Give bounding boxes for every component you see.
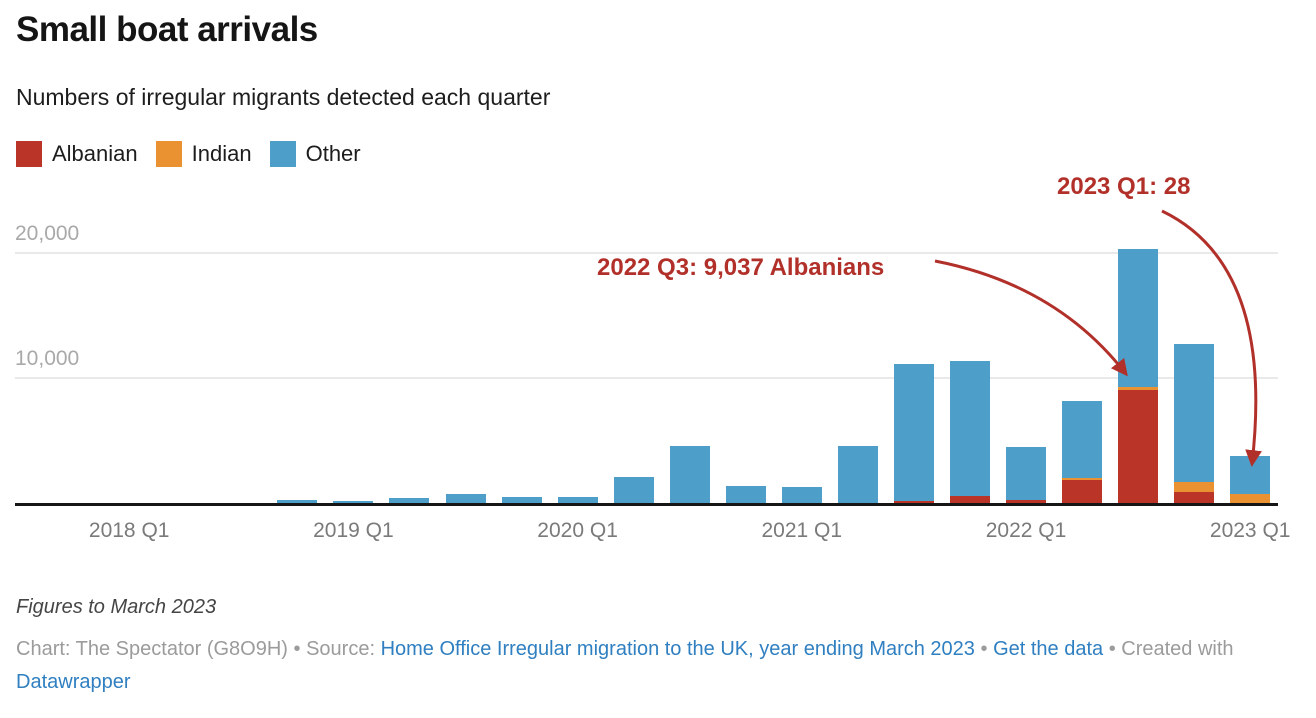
bar-2020-q1-other[interactable] (557, 496, 598, 503)
bar-2021-q1-other[interactable] (781, 486, 822, 503)
bar-2019-q3-other[interactable] (445, 494, 486, 503)
x-axis-line (15, 503, 1278, 506)
bar-2020-q4-other[interactable] (725, 486, 766, 503)
annotation-2022-q3: 2022 Q3: 9,037 Albanians (597, 254, 885, 281)
y-gridline-10000 (15, 377, 1278, 379)
legend-label-other: Other (305, 141, 361, 166)
bar-2022-q1-other[interactable] (1006, 447, 1046, 500)
bar-2022-q1-albanian[interactable] (1006, 500, 1046, 503)
x-axis-label-2020-q1: 2020 Q1 (537, 519, 618, 542)
legend: Albanian Indian Other (16, 141, 361, 167)
bar-2019-q4-other[interactable] (501, 496, 542, 503)
legend-swatch-other (269, 141, 296, 167)
y-gridline-20000 (15, 252, 1278, 254)
legend-label-albanian: Albanian (52, 141, 138, 166)
x-axis-label-2019-q1: 2019 Q1 (313, 519, 394, 542)
bar-2022-q3-albanian[interactable] (1118, 390, 1159, 503)
bar-2023-q1-indian[interactable] (1230, 493, 1271, 503)
y-axis-label-20000: 20,000 (15, 222, 80, 245)
bar-2022-q4-indian[interactable] (1174, 482, 1215, 493)
bar-2022-q2-other[interactable] (1062, 400, 1103, 479)
chart-title: Small boat arrivals (16, 10, 318, 49)
bar-2022-q4-albanian[interactable] (1174, 492, 1215, 503)
attribution-text-2: • (974, 638, 994, 660)
x-axis-label-2022-q1: 2022 Q1 (985, 519, 1067, 542)
legend-item-other: Other (269, 141, 361, 167)
bar-2021-q3-other[interactable] (893, 363, 934, 501)
attribution-line: Chart: The Spectator (G8O9H) • Source: H… (16, 633, 1288, 699)
bar-2020-q3-other[interactable] (669, 446, 710, 503)
attribution-link-datawrapper[interactable]: Datawrapper (16, 671, 131, 693)
bar-2019-q2-other[interactable] (389, 498, 430, 503)
y-axis-label-10000: 10,000 (15, 347, 80, 370)
bar-2022-q4-other[interactable] (1174, 343, 1215, 483)
x-axis-label-2021-q1: 2021 Q1 (761, 519, 843, 542)
bar-2022-q2-albanian[interactable] (1062, 479, 1103, 503)
bar-2021-q3-albanian[interactable] (893, 500, 934, 503)
x-axis-label-2023-q1: 2023 Q1 (1209, 519, 1291, 542)
bar-2018-q4-other[interactable] (277, 499, 318, 503)
attribution-link-home-office-irregular-migratio[interactable]: Home Office Irregular migration to the U… (380, 638, 975, 660)
attribution-link-get-the-data[interactable]: Get the data (993, 638, 1104, 660)
legend-swatch-albanian (16, 141, 42, 167)
attribution-text-4: • Created with (1103, 638, 1234, 660)
bar-2023-q1-other[interactable] (1230, 456, 1271, 494)
legend-label-indian: Indian (191, 141, 252, 166)
bar-2022-q3-other[interactable] (1118, 249, 1159, 387)
bar-2021-q4-albanian[interactable] (949, 496, 990, 503)
x-axis-label-2018-q1: 2018 Q1 (88, 519, 170, 542)
legend-item-indian: Indian (155, 141, 252, 167)
chart-notes: Figures to March 2023 (16, 596, 217, 618)
bar-2021-q2-other[interactable] (837, 446, 878, 503)
bar-2022-q2-indian[interactable] (1062, 478, 1103, 480)
attribution-text-0: Chart: The Spectator (G8O9H) • Source: (16, 638, 381, 660)
bar-2019-q1-other[interactable] (333, 500, 374, 503)
chart-subtitle: Numbers of irregular migrants detected e… (16, 84, 551, 110)
legend-swatch-indian (155, 141, 182, 167)
bar-2021-q4-other[interactable] (949, 361, 990, 497)
legend-item-albanian: Albanian (16, 141, 138, 167)
bar-2020-q2-other[interactable] (613, 477, 654, 503)
bar-2022-q3-indian[interactable] (1118, 386, 1159, 391)
annotation-2023-q1: 2023 Q1: 28 (1057, 173, 1191, 200)
annotation-2022-q3-arrow (934, 259, 1128, 377)
